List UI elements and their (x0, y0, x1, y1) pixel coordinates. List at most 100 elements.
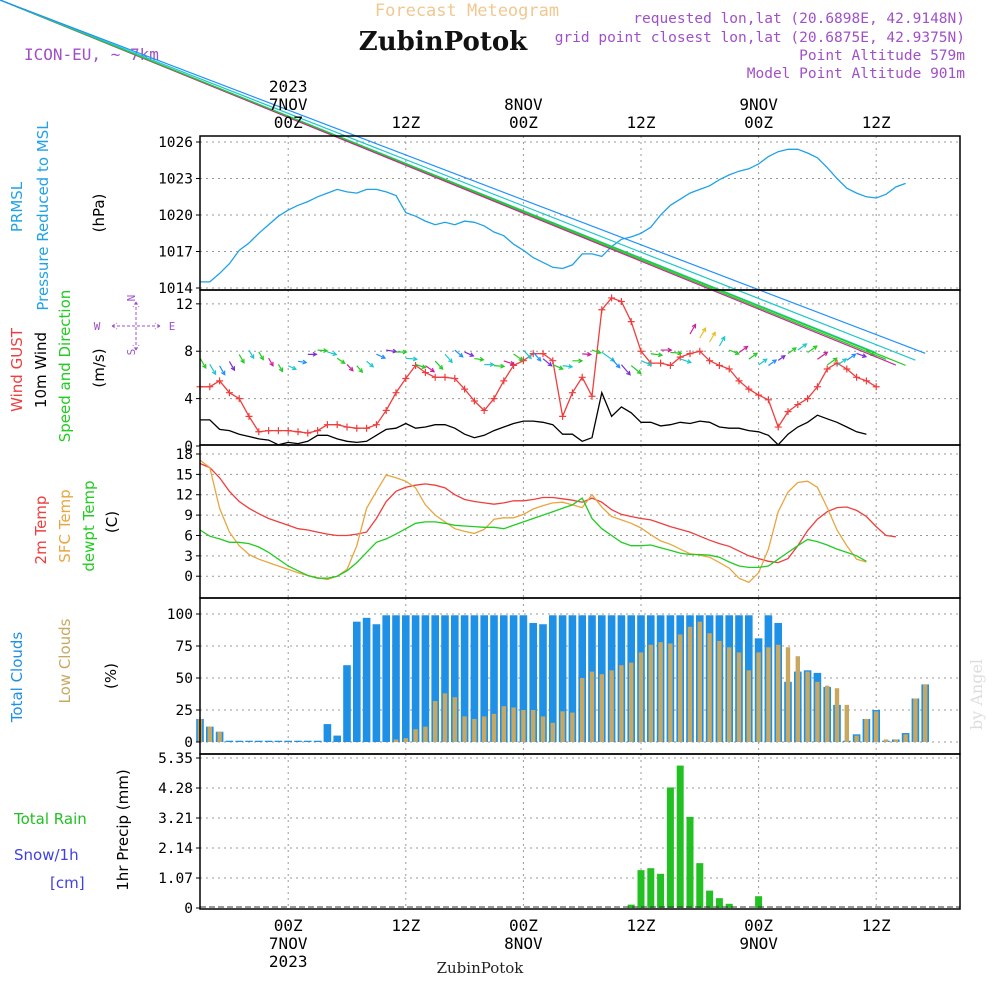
bottom-time-label: 12Z (862, 916, 891, 935)
gust-marker (333, 421, 341, 429)
wind-arrowhead (558, 365, 564, 370)
wind-arrow (0, 0, 926, 354)
low-clouds-bar (678, 634, 683, 742)
location-title: ZubinPotok (359, 27, 528, 57)
y-tick-label: 8 (184, 344, 193, 360)
wind-arrow (728, 349, 740, 355)
gust-marker (225, 389, 233, 397)
gust-marker (657, 359, 665, 367)
total-clouds-bar (470, 615, 479, 742)
y-axis-ticks: 0 25 50 75 100 (167, 607, 200, 751)
wind-arrowhead (686, 359, 692, 364)
y-tick-label: 1017 (158, 245, 193, 261)
bottom-date-label: 9NOV (739, 934, 778, 953)
wind-arrow (454, 349, 464, 358)
wind-arrowhead (479, 356, 485, 362)
low-clouds-bar (570, 712, 575, 742)
wind-arrow (542, 358, 552, 367)
total-clouds-bar (490, 615, 498, 742)
total-clouds-bar (382, 615, 390, 742)
y-tick-label: 0 (184, 439, 193, 455)
gust-marker (314, 427, 322, 435)
pressure-label: PRMSL (8, 181, 26, 232)
wind-arrow (640, 360, 652, 366)
wind-arrow (709, 332, 716, 343)
wind-arrowhead (348, 366, 354, 372)
wind-arrow (836, 358, 847, 366)
dewpoint-line (199, 497, 867, 579)
low-clouds-bar (580, 678, 585, 742)
wind-arrowhead (861, 353, 868, 358)
temp-sfc-label: SFC Temp (56, 489, 74, 562)
panel-grid (200, 445, 960, 598)
wind-arrowhead (421, 364, 427, 369)
wind-arrow (464, 351, 474, 357)
total-clouds-bar (509, 615, 518, 742)
wind-arrow (689, 324, 697, 335)
total-clouds-bar (235, 740, 243, 742)
y-tick-label: 12 (176, 297, 193, 313)
total-clouds-bar (323, 724, 332, 742)
total-clouds-bar (421, 615, 430, 742)
gust-marker (686, 350, 694, 358)
temp-2m-line (199, 462, 896, 564)
bottom-date-label: 7NOV (269, 934, 308, 953)
panel-frame (199, 135, 961, 291)
y-tick-label: 100 (167, 607, 193, 623)
low-clouds-bar (707, 633, 712, 742)
wind-arrowhead (489, 362, 495, 368)
total-clouds-bar (362, 617, 371, 742)
gust-marker (764, 396, 772, 404)
gust-marker (725, 365, 733, 373)
low-clouds-bar (452, 697, 457, 742)
wind-arrowhead (667, 347, 673, 353)
low-clouds-bar (619, 665, 624, 742)
total-clouds-bar (411, 615, 420, 742)
top-time-label: 12Z (391, 113, 420, 132)
temp-2m-label: 2m Temp (32, 496, 50, 565)
wind-arrowhead (202, 363, 207, 370)
wind-arrow (591, 349, 601, 354)
wind-arrow (0, 0, 916, 361)
wind-arrowhead (691, 323, 697, 329)
low-clouds-bar (207, 726, 212, 742)
wind-arrowhead (711, 331, 716, 337)
top-time-label: 00Z (509, 113, 538, 132)
wind-arrow (503, 360, 515, 365)
wind-arrow (444, 353, 453, 363)
wind-arrowhead (259, 355, 264, 361)
wind-arrowhead (615, 363, 621, 369)
precip-bar (715, 898, 723, 908)
low-clouds-bar (923, 684, 928, 742)
gust-marker (755, 391, 763, 399)
time-axis: 00Z 00Z 12Z 12Z 00Z 00Z 12Z 12Z 00Z 00Z 12Z 12Z 2023… (269, 77, 891, 971)
gust-marker (441, 373, 449, 381)
gust-marker (451, 374, 459, 382)
total-clouds-bar (353, 621, 361, 742)
total-clouds-bar (255, 740, 263, 742)
clouds-unit: (%) (102, 663, 120, 689)
top-date-label: 7NOV (269, 95, 308, 114)
gust-marker (794, 401, 802, 409)
wind-arrow (630, 365, 642, 374)
gust-marker (304, 429, 312, 437)
gust-marker (617, 297, 625, 305)
total-clouds-bar (392, 615, 400, 742)
total-clouds-bar (480, 615, 488, 742)
low-clouds-bar (756, 652, 761, 742)
point-altitude: Point Altitude 579m (799, 48, 965, 64)
wind-arrowhead (500, 363, 506, 369)
gust-marker (715, 361, 723, 369)
wind-arrow (758, 358, 768, 366)
total-clouds-bar (313, 740, 322, 742)
y-tick-label: 0 (184, 901, 193, 917)
wind-arrow (317, 349, 328, 352)
low-clouds-bar (864, 718, 869, 742)
wind-arrow (620, 364, 631, 376)
precip-bars (200, 765, 960, 908)
wind-arrowhead (269, 361, 274, 367)
low-clouds-bar (874, 711, 879, 742)
low-clouds-bar (501, 706, 506, 742)
precip-bar (686, 816, 694, 908)
low-clouds-bar (393, 739, 399, 742)
